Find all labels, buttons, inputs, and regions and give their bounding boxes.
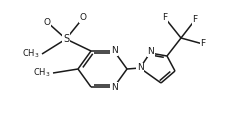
Text: CH$_3$: CH$_3$ xyxy=(22,48,40,60)
Text: F: F xyxy=(200,39,206,49)
Text: N: N xyxy=(111,83,117,91)
Text: O: O xyxy=(43,18,51,26)
Text: F: F xyxy=(192,15,198,24)
Text: O: O xyxy=(80,14,87,23)
Text: N: N xyxy=(148,48,154,57)
Text: S: S xyxy=(63,34,69,44)
Text: N: N xyxy=(137,64,143,72)
Text: F: F xyxy=(162,14,168,23)
Text: N: N xyxy=(111,46,117,56)
Text: CH$_3$: CH$_3$ xyxy=(34,67,51,79)
